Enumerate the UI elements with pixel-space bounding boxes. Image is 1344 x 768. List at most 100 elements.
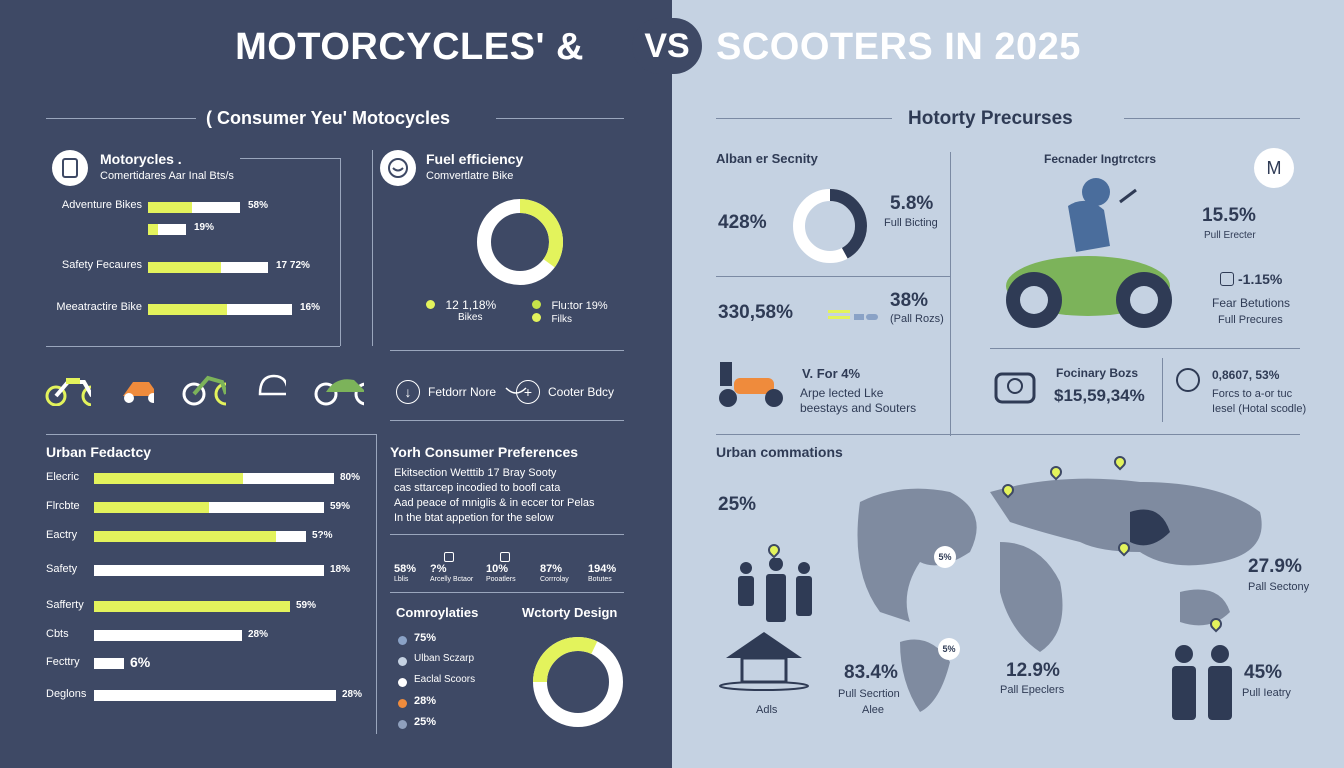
financial-value: $15,59,34% [1054, 386, 1145, 405]
divider [950, 152, 951, 436]
fuel-donut [477, 199, 563, 285]
urban-bar-value: 28% [248, 629, 269, 640]
urban-comm-title: Urban commations [716, 444, 843, 460]
people-value: 45% [1244, 662, 1283, 683]
motocross-icon [182, 375, 227, 406]
urban-bar-track [94, 473, 334, 484]
urban-bar-value: 80% [340, 472, 361, 483]
legend-dot [426, 300, 435, 309]
cooter-label: Cooter Bdcy [548, 385, 615, 399]
bar-fill [148, 202, 193, 213]
motorcycles-subtitle: Comertidares Aar Inal Bts/s [100, 170, 234, 182]
face-icon [380, 150, 416, 186]
divider [390, 592, 624, 593]
bar-value: 19% [194, 222, 215, 233]
design-donut-arc [533, 637, 623, 727]
urban-bar-value: 18% [330, 564, 351, 575]
helmet-icon [258, 374, 286, 396]
comp-dot [398, 636, 407, 645]
bar-value: 17 72% [276, 260, 310, 271]
divider [1124, 118, 1300, 119]
comp-header: Comroylaties [396, 605, 479, 620]
right-header: Hotorty Precurses [908, 108, 1073, 129]
m-logo-icon: M [1254, 148, 1294, 188]
fuel-legend-2-label: Filks [551, 314, 573, 325]
scooter-icon [719, 362, 783, 407]
info-icon [1220, 272, 1234, 286]
urban-comm-value: 25% [718, 494, 757, 515]
urban-bar-label: Safety [46, 563, 78, 575]
pct-marker-2: 5% [938, 638, 960, 660]
youth-bullet: In the btat appetion for the selow [394, 512, 554, 524]
divider [716, 276, 950, 277]
motorcycles-title: Motorycles . [100, 151, 182, 167]
financial-right-desc1: Forcs to a-or tuc [1212, 388, 1293, 400]
couple-icon [1172, 645, 1232, 720]
urban-bar-label: Deglons [46, 688, 87, 700]
urban-bar-fill [94, 531, 277, 542]
urban-society-title: Alban er Secnity [716, 151, 818, 166]
urban-bar-label: Elecric [46, 471, 80, 483]
fuel-legend-2: Flu:tor 19% [532, 296, 608, 314]
right-stat-label: Pall Sectony [1248, 581, 1310, 593]
car-icon [994, 372, 1036, 404]
divider [990, 348, 1300, 349]
comp-item-value: Ulban Sczarp [414, 653, 475, 664]
youth-bullet: cas sttarcep incodied to boofl cata [394, 482, 561, 494]
design-donut [533, 637, 623, 727]
divider [390, 534, 624, 535]
divider [46, 434, 376, 435]
urban-bar-track [94, 565, 324, 576]
urban-bar-label: Safferty [46, 599, 84, 611]
instructors-stat1-label: Pull Erecter [1204, 230, 1256, 241]
cooter-button[interactable]: + Cooter Bdcy [516, 380, 614, 404]
center-label1: Pull Secrtion [838, 688, 900, 700]
comp-item-value: 25% [414, 716, 437, 728]
instructors-stat2-label: Fear Betutions [1212, 296, 1291, 310]
fetdorr-label: Fetdorr Nore [428, 385, 497, 399]
youth-stat-label: Botutes [588, 576, 612, 583]
youth-bullet: Aad peace of mniglis & in eccer tor Pela… [394, 497, 595, 509]
scooter-rider-illustration [1006, 178, 1172, 328]
speech-icon [500, 552, 510, 562]
urban-society-left-value: 428% [718, 212, 767, 233]
youth-stat-value: 10% [486, 563, 509, 575]
fuel-icon-wrap [380, 150, 416, 186]
instructors-stat2-label2: Full Precures [1218, 314, 1283, 326]
urban-bar-track [94, 630, 242, 641]
stat-row-right-value: 38% [890, 290, 929, 311]
fuel-legend-2b: Filks [532, 309, 572, 327]
urban-bar-fill [94, 601, 290, 612]
house-label: Adls [756, 704, 778, 716]
urban-bar-value: 59% [330, 501, 351, 512]
right-stat-value: 27.9% [1248, 556, 1302, 577]
bar-track [148, 202, 240, 213]
youth-stat-value: 87% [540, 563, 563, 575]
people-label: Pull Ieatry [1242, 687, 1291, 699]
fuel-legend-1: 12 1,18% [426, 296, 496, 314]
bike-icons-row [44, 368, 364, 408]
financial-right-value: 0,8607, 53% [1212, 368, 1280, 382]
document-icon [52, 150, 88, 186]
comp-dot [398, 678, 407, 687]
fetdorr-button[interactable]: ↓ Fetdorr Nore [396, 380, 528, 404]
bar-label: Adventure Bikes [61, 199, 142, 211]
people-group-icon [738, 558, 812, 622]
urban-bar-label: Eactry [46, 529, 78, 541]
arrow-icon: ↓ [396, 380, 420, 404]
youth-stat-label: Pooatlers [486, 576, 516, 583]
youth-stat-value: 58% [394, 563, 417, 575]
urban-society-donut-arc [793, 189, 867, 263]
youth-header: Yorh Consumer Preferences [390, 444, 579, 460]
fuel-subtitle: Comvertlatre Bike [426, 170, 514, 182]
divider [1162, 358, 1163, 422]
sportbike-icon [314, 379, 364, 406]
legend-dot [532, 300, 541, 309]
dirt-bike-icon [45, 378, 92, 406]
bar-fill [148, 224, 158, 235]
urban-bar-track [94, 601, 290, 612]
comp-dot [398, 720, 407, 729]
center-label2: Alee [862, 704, 885, 716]
bar-track [148, 224, 186, 235]
divider [390, 420, 624, 421]
